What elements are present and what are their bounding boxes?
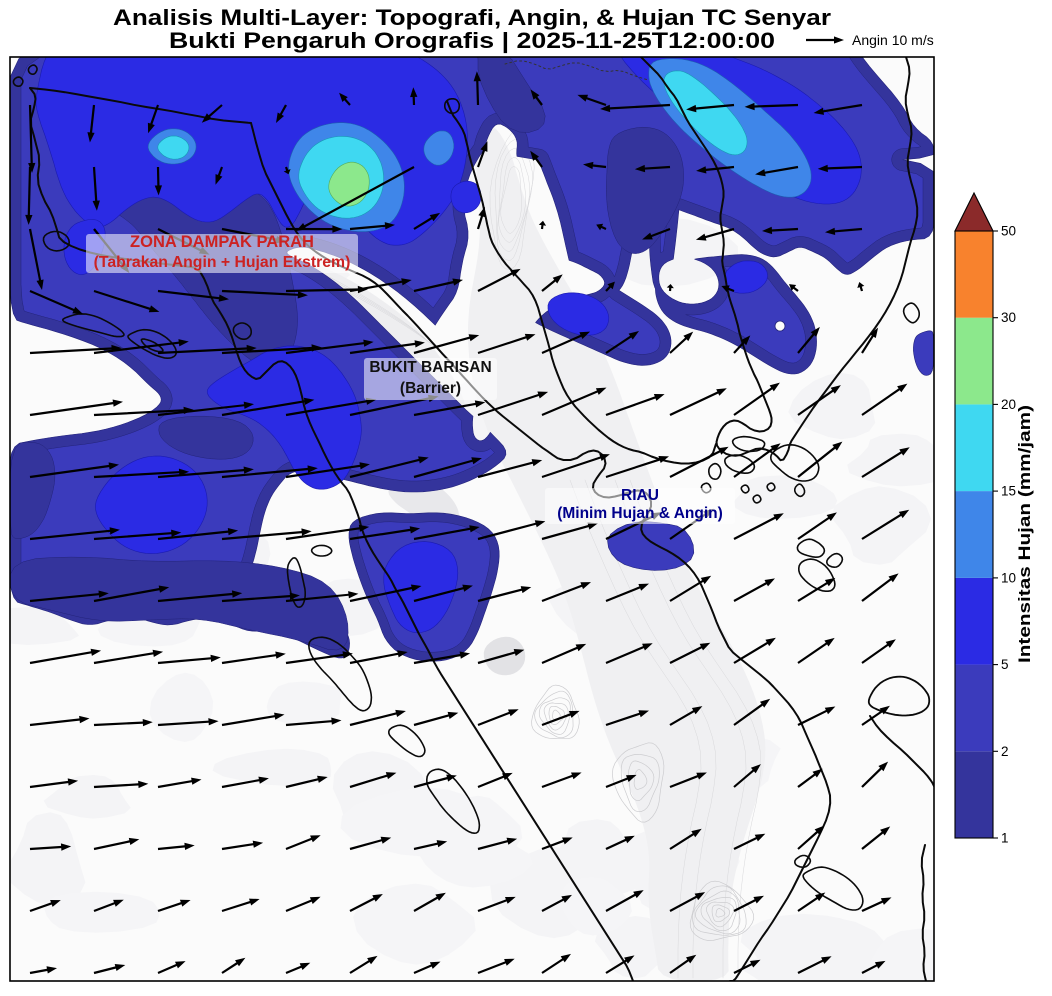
- svg-text:1: 1: [1001, 831, 1009, 846]
- svg-text:10: 10: [1001, 570, 1016, 585]
- svg-text:Analisis Multi-Layer: Topograf: Analisis Multi-Layer: Topografi, Angin, …: [113, 5, 832, 30]
- svg-text:(Barrier): (Barrier): [400, 380, 461, 397]
- svg-text:BUKIT BARISAN: BUKIT BARISAN: [369, 359, 491, 376]
- svg-text:(Minim Hujan & Angin): (Minim Hujan & Angin): [557, 505, 723, 522]
- svg-text:5: 5: [1001, 657, 1009, 672]
- svg-text:50: 50: [1001, 224, 1016, 239]
- svg-text:2: 2: [1001, 744, 1009, 759]
- svg-text:Intensitas Hujan (mm/jam): Intensitas Hujan (mm/jam): [1015, 405, 1034, 663]
- svg-text:(Tabrakan Angin + Hujan Ekstre: (Tabrakan Angin + Hujan Ekstrem): [94, 254, 351, 271]
- svg-text:30: 30: [1001, 310, 1016, 325]
- svg-text:Angin 10 m/s: Angin 10 m/s: [852, 32, 934, 48]
- svg-text:Bukti Pengaruh Orografis | 202: Bukti Pengaruh Orografis | 2025-11-25T12…: [169, 28, 775, 53]
- svg-text:ZONA DAMPAK PARAH: ZONA DAMPAK PARAH: [130, 233, 314, 251]
- svg-text:RIAU: RIAU: [621, 487, 659, 504]
- svg-text:15: 15: [1001, 484, 1016, 499]
- svg-text:20: 20: [1001, 397, 1016, 412]
